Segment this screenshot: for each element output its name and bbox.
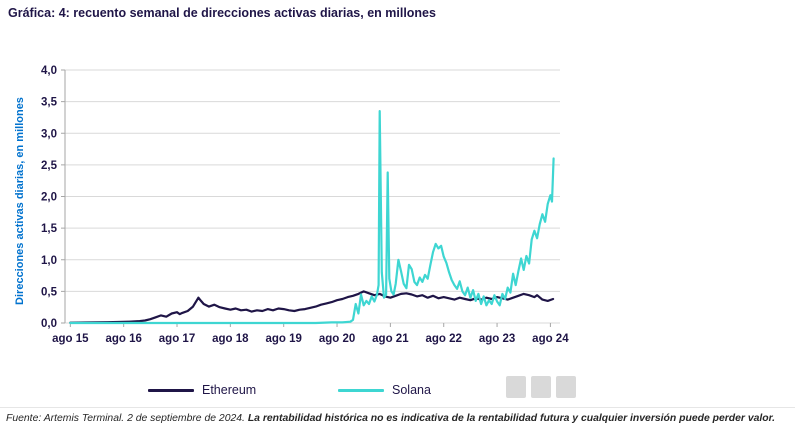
svg-text:3,5: 3,5	[41, 97, 58, 109]
svg-text:ago 23: ago 23	[479, 333, 515, 345]
legend-item-ethereum: Ethereum	[148, 380, 256, 400]
svg-text:3,0: 3,0	[41, 128, 57, 140]
svg-text:0,0: 0,0	[41, 318, 57, 330]
watermark-block	[556, 376, 576, 398]
footer-source: Fuente: Artemis Terminal. 2 de septiembr…	[6, 413, 248, 424]
svg-text:ago 16: ago 16	[105, 333, 141, 345]
watermark-block	[531, 376, 551, 398]
svg-text:0,5: 0,5	[41, 286, 58, 298]
watermark-blocks	[506, 376, 576, 398]
svg-text:ago 17: ago 17	[159, 333, 195, 345]
footer: Fuente: Artemis Terminal. 2 de septiembr…	[6, 413, 791, 425]
svg-text:ago 15: ago 15	[52, 333, 89, 345]
svg-text:ago 24: ago 24	[532, 333, 569, 345]
svg-text:1,5: 1,5	[41, 223, 58, 235]
svg-text:ago 19: ago 19	[265, 333, 301, 345]
legend-label-ethereum: Ethereum	[202, 383, 257, 397]
svg-text:ago 21: ago 21	[372, 333, 409, 345]
watermark-block	[506, 376, 526, 398]
svg-text:ago 22: ago 22	[425, 333, 461, 345]
legend-swatch-ethereum	[148, 388, 194, 392]
chart-legend: Ethereum Solana	[0, 380, 795, 404]
svg-text:1,0: 1,0	[41, 255, 57, 267]
svg-text:2,5: 2,5	[41, 160, 58, 172]
legend-item-solana: Solana	[338, 380, 431, 400]
legend-swatch-solana	[338, 388, 384, 392]
svg-text:ago 18: ago 18	[212, 333, 249, 345]
line-chart: 0,0 0,5 1,0 1,5 2,0 2,5 3,0 3,5 4,0 ago 15 ago 16 a…	[41, 65, 569, 345]
legend-label-solana: Solana	[392, 383, 431, 397]
svg-text:ago 20: ago 20	[319, 333, 355, 345]
chart-title: Gráfica: 4: recuento semanal de direccio…	[8, 6, 436, 20]
svg-text:4,0: 4,0	[41, 65, 57, 77]
footer-divider	[0, 407, 795, 408]
footer-disclaimer: La rentabilidad histórica no es indicati…	[247, 413, 775, 424]
svg-text:2,0: 2,0	[41, 192, 57, 204]
